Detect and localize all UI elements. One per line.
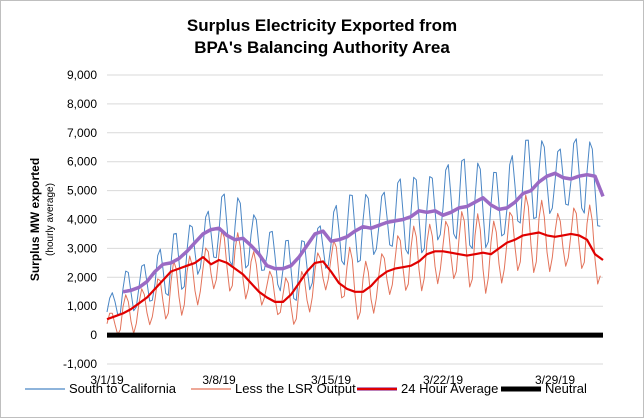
legend-label-24-hour-average: 24 Hour Average (401, 381, 498, 396)
y-tick-label: 3,000 (67, 241, 97, 255)
legend-label-neutral: Neutral (545, 381, 587, 396)
series-line-24-hour-average (106, 231, 604, 321)
y-tick-label: 5,000 (67, 184, 97, 198)
legend: South to California Less the LSR Output 24… (25, 381, 587, 396)
gridlines (107, 74, 603, 365)
x-axis-ticks: 3/1/19 3/8/19 3/15/19 3/22/19 3/29/19 (90, 373, 575, 387)
series-line-south-to-california (106, 138, 601, 315)
chart-title-line-1: Surplus Electricity Exported from (186, 16, 458, 35)
x-tick-label: 3/29/19 (535, 373, 575, 387)
series-line-24-hour-average (122, 171, 605, 294)
x-tick-label: 3/1/19 (90, 373, 124, 387)
y-tick-label: -1,000 (63, 357, 97, 371)
y-axis-ticks: -1,000 0 1,000 2,000 3,000 4,000 5,000 6,000 7,0… (63, 68, 97, 371)
y-tick-label: 2,000 (67, 270, 97, 284)
series-group (106, 138, 605, 338)
x-tick-label: 3/15/19 (311, 373, 351, 387)
legend-label-less-the-lsr-output: Less the LSR Output (235, 381, 356, 396)
y-tick-label: 1,000 (67, 299, 97, 313)
y-tick-label: 0 (90, 328, 97, 342)
chart-title: Surplus Electricity Exported from BPA's … (1, 15, 643, 59)
y-tick-label: 4,000 (67, 213, 97, 227)
x-tick-label: 3/8/19 (202, 373, 236, 387)
y-tick-label: 7,000 (67, 126, 97, 140)
chart-title-line-2: BPA's Balancing Authority Area (194, 38, 450, 57)
legend-label-south-to-california: South to California (69, 381, 177, 396)
y-tick-label: 6,000 (67, 155, 97, 169)
y-axis-label: Surplus MW exported (28, 158, 42, 281)
y-axis-sublabel: (hourly average) (45, 183, 56, 256)
y-tick-label: 8,000 (67, 97, 97, 111)
x-tick-label: 3/22/19 (423, 373, 463, 387)
y-tick-label: 9,000 (67, 68, 97, 82)
series-line-less-the-lsr-output (106, 194, 601, 335)
